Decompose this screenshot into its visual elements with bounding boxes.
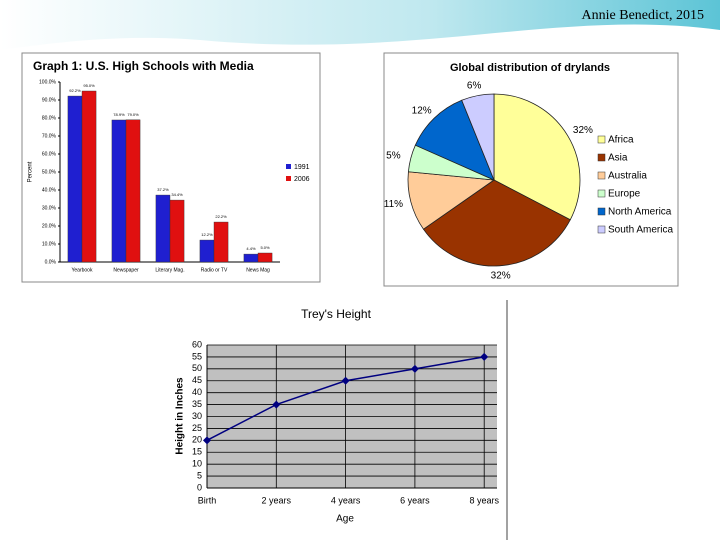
legend-label: 1991 (294, 164, 310, 171)
y-tick-label: 0.0% (45, 259, 57, 265)
value-label: 5.0% (260, 245, 270, 250)
bar (125, 119, 141, 263)
y-tick-label: 30.0% (42, 205, 57, 211)
value-label: 34.4% (171, 192, 183, 197)
value-label: 6% (467, 80, 482, 91)
y-tick-label: 60 (192, 339, 202, 349)
y-tick-label: 10.0% (42, 241, 57, 247)
y-axis-label: Height in Inches (175, 377, 186, 455)
author: Annie Benedict, 2015 (582, 8, 704, 23)
legend-label: Europe (608, 189, 641, 200)
y-tick-label: 50 (192, 363, 202, 373)
value-label: 32% (573, 125, 593, 136)
value-label: 12% (412, 106, 432, 117)
x-tick-label: News Mag (246, 267, 270, 273)
y-tick-label: 100.0% (39, 79, 57, 85)
legend-swatch (597, 153, 606, 162)
legend-swatch (286, 164, 291, 169)
value-label: 95.0% (83, 83, 95, 88)
y-tick-label: 5 (197, 470, 202, 480)
bar (213, 221, 229, 263)
legend-label: Asia (608, 153, 628, 164)
pie-slice (422, 179, 571, 267)
value-label: 22.2% (215, 214, 227, 219)
value-label: 32% (491, 270, 511, 281)
y-tick-label: 35 (192, 399, 202, 409)
y-tick-label: 30 (192, 411, 202, 421)
x-tick-label: Literary Mag. (155, 267, 184, 273)
value-label: 37.2% (157, 187, 169, 192)
y-tick-label: 10 (192, 459, 202, 469)
pie-slice (414, 99, 495, 181)
legend-swatch (597, 189, 606, 198)
value-label: 12.2% (201, 232, 213, 237)
pie-slice (493, 93, 581, 221)
x-tick-label: Yearbook (72, 267, 93, 273)
chart-title: Trey's Height (301, 307, 372, 321)
value-label: 78.9% (113, 112, 125, 117)
legend-swatch (597, 135, 606, 144)
bar (67, 95, 83, 263)
x-tick-label: Birth (198, 495, 217, 505)
bar (199, 239, 215, 263)
y-tick-label: 20 (192, 435, 202, 445)
y-tick-label: 40 (192, 387, 202, 397)
y-tick-label: 90.0% (42, 97, 57, 103)
value-label: 4.4% (246, 246, 256, 251)
y-tick-label: 0 (197, 482, 202, 492)
legend-label: North America (608, 207, 672, 218)
value-label: 5% (386, 150, 401, 161)
y-tick-label: 15 (192, 447, 202, 457)
y-tick-label: 25 (192, 423, 202, 433)
bar (81, 90, 97, 263)
y-tick-label: 80.0% (42, 115, 57, 121)
chart-title: Graph 1: U.S. High Schools with Media (33, 59, 254, 73)
legend-swatch (597, 207, 606, 216)
legend-label: Australia (608, 171, 647, 182)
y-tick-label: 70.0% (42, 133, 57, 139)
point (410, 364, 419, 373)
bar (155, 194, 171, 263)
x-tick-label: Newspaper (113, 267, 139, 273)
y-tick-label: 45 (192, 375, 202, 385)
legend-swatch (597, 225, 606, 234)
x-tick-label: 8 years (469, 495, 499, 505)
bar (257, 252, 273, 263)
legend-label: Africa (608, 135, 634, 146)
value-label: 11% (384, 199, 403, 210)
point (203, 436, 211, 445)
bar (243, 253, 259, 263)
value-label: 92.2% (69, 88, 81, 93)
legend-label: South America (608, 225, 673, 236)
y-tick-label: 60.0% (42, 151, 57, 157)
x-tick-label: Radio or TV (201, 267, 228, 273)
y-tick-label: 20.0% (42, 223, 57, 229)
chart-title: Global distribution of drylands (450, 62, 610, 74)
x-tick-label: 6 years (400, 495, 430, 505)
bar (169, 199, 185, 263)
point (272, 400, 281, 409)
header-wave (0, 0, 720, 50)
pie-slice (461, 93, 495, 181)
value-label: 79.0% (127, 112, 139, 117)
x-tick-label: 2 years (262, 495, 292, 505)
y-tick-label: 50.0% (42, 169, 57, 175)
legend-swatch (597, 171, 606, 180)
legend-label: 2006 (294, 176, 310, 183)
point (341, 376, 350, 385)
y-axis-label: Percent (28, 161, 34, 182)
x-tick-label: 4 years (331, 495, 361, 505)
legend-swatch (286, 176, 291, 181)
y-tick-label: 40.0% (42, 187, 57, 193)
point (480, 352, 489, 361)
y-tick-label: 55 (192, 351, 202, 361)
bar (111, 119, 127, 263)
x-axis-label: Age (336, 514, 354, 525)
